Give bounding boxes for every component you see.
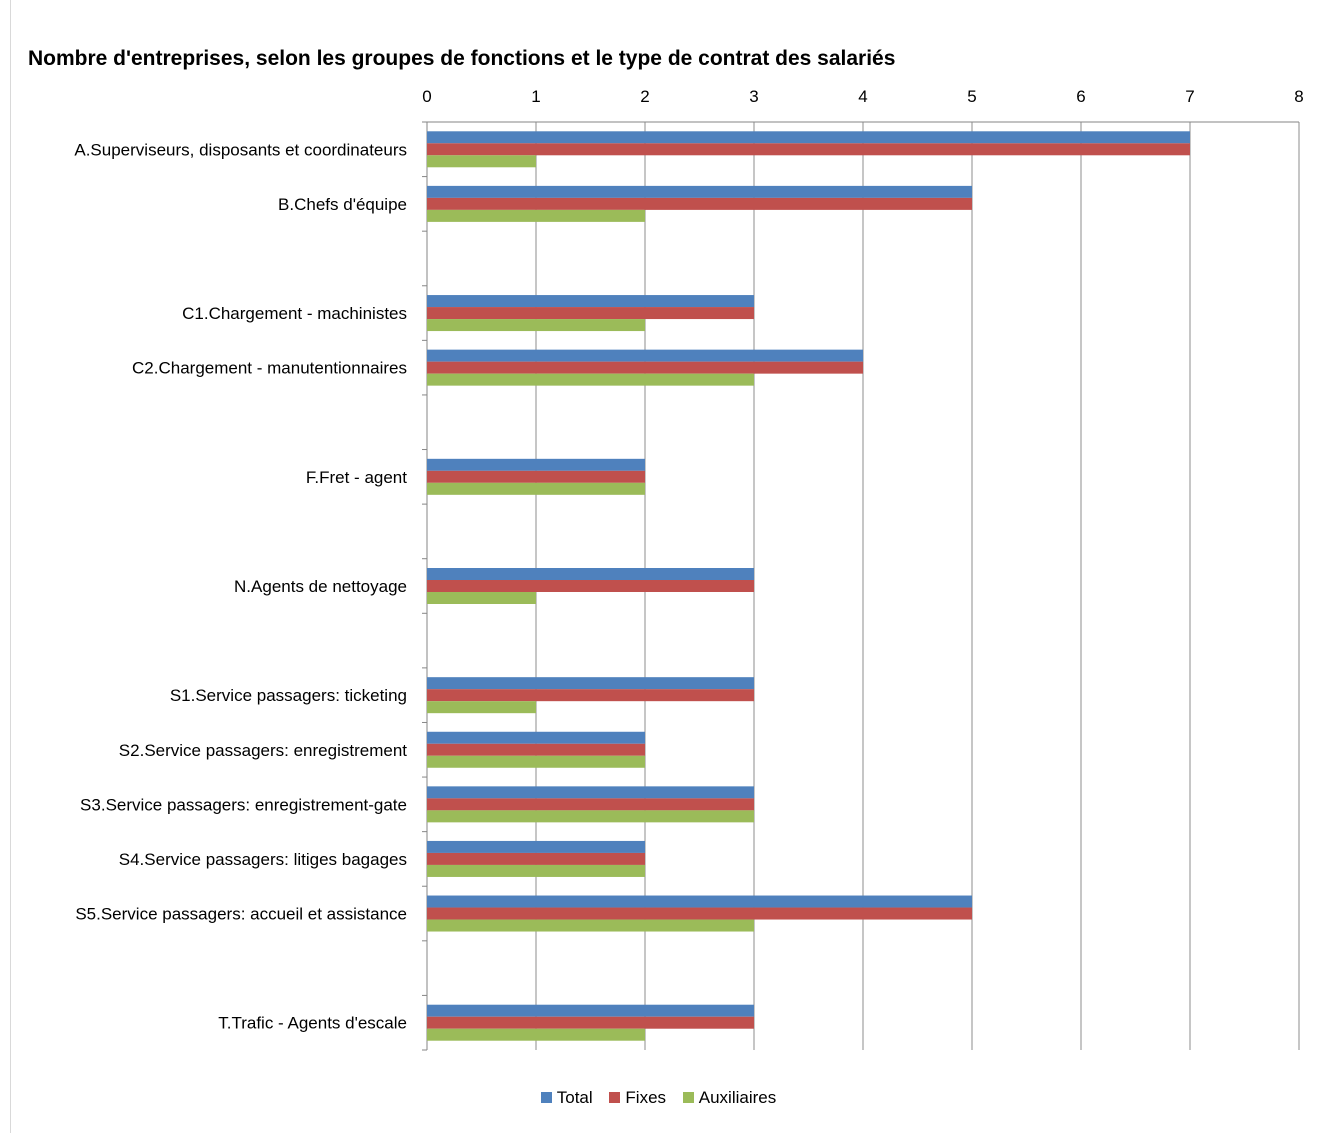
bar-total: [427, 568, 754, 580]
bar-auxiliaires: [427, 919, 754, 932]
bar-fixes: [427, 580, 754, 592]
x-tick-label: 5: [967, 87, 976, 106]
bar-auxiliaires: [427, 701, 536, 714]
bar-total: [427, 677, 754, 690]
bar-auxiliaires: [427, 482, 645, 495]
bar-fixes: [427, 743, 645, 756]
legend-label-auxiliaires: Auxiliaires: [698, 1088, 777, 1107]
bar-fixes: [427, 307, 754, 320]
bar-fixes: [427, 852, 645, 865]
legend-item-fixes: Fixes: [609, 1088, 666, 1108]
x-tick-label: 8: [1294, 87, 1303, 106]
chart-frame: [10, 0, 1316, 1133]
bar-auxiliaires: [427, 1028, 645, 1041]
y-tick-label: B.Chefs d'équipe: [278, 195, 407, 214]
bar-total: [427, 349, 863, 362]
y-tick-label: C1.Chargement - machinistes: [182, 304, 407, 323]
bar-fixes: [427, 798, 754, 811]
bar-total: [427, 731, 645, 744]
bar-total: [427, 458, 645, 471]
y-tick-label: A.Superviseurs, disposants et coordinate…: [74, 140, 407, 159]
bar-total: [427, 786, 754, 799]
legend-swatch-auxiliaires: [682, 1092, 694, 1103]
y-tick-label: C2.Chargement - manutentionnaires: [132, 359, 407, 378]
legend: Total Fixes Auxiliaires: [0, 1088, 1317, 1108]
bar-fixes: [427, 1016, 754, 1029]
legend-swatch-fixes: [609, 1092, 621, 1103]
x-tick-label: 4: [858, 87, 867, 106]
bar-auxiliaires: [427, 373, 754, 386]
bar-total: [427, 295, 754, 308]
x-tick-label: 0: [422, 87, 431, 106]
y-tick-label: N.Agents de nettoyage: [234, 577, 407, 596]
y-tick-label: S3.Service passagers: enregistrement-gat…: [80, 795, 407, 814]
y-tick-label: S4.Service passagers: litiges bagages: [119, 850, 407, 869]
bar-total: [427, 1004, 754, 1017]
bar-fixes: [427, 689, 754, 702]
bar-fixes: [427, 907, 972, 920]
legend-label-fixes: Fixes: [625, 1088, 667, 1107]
bar-total: [427, 895, 972, 908]
x-tick-label: 1: [531, 87, 540, 106]
y-tick-label: S5.Service passagers: accueil et assista…: [75, 905, 407, 924]
bar-auxiliaires: [427, 155, 536, 168]
bar-fixes: [427, 197, 972, 210]
bar-auxiliaires: [427, 592, 536, 604]
chart-title: Nombre d'entreprises, selon les groupes …: [28, 47, 896, 70]
x-tick-label: 2: [640, 87, 649, 106]
bar-auxiliaires: [427, 864, 645, 877]
bar-fixes: [427, 470, 645, 483]
x-tick-label: 6: [1076, 87, 1085, 106]
y-tick-label: S2.Service passagers: enregistrement: [119, 741, 407, 760]
bar-auxiliaires: [427, 755, 645, 768]
x-tick-label: 3: [749, 87, 758, 106]
y-tick-label: S1.Service passagers: ticketing: [170, 686, 407, 705]
bar-total: [427, 840, 645, 853]
bar-fixes: [427, 143, 1190, 156]
legend-swatch-total: [540, 1092, 552, 1103]
legend-label-total: Total: [556, 1088, 593, 1107]
bar-total: [427, 185, 972, 198]
y-tick-label: F.Fret - agent: [306, 468, 407, 487]
y-tick-label: T.Trafic - Agents d'escale: [218, 1014, 407, 1033]
bar-auxiliaires: [427, 319, 645, 332]
bar-fixes: [427, 361, 863, 374]
legend-item-total: Total: [540, 1088, 593, 1108]
x-tick-label: 7: [1185, 87, 1194, 106]
bar-total: [427, 131, 1190, 144]
bar-auxiliaires: [427, 810, 754, 823]
legend-item-auxiliaires: Auxiliaires: [682, 1088, 777, 1108]
bar-auxiliaires: [427, 209, 645, 222]
